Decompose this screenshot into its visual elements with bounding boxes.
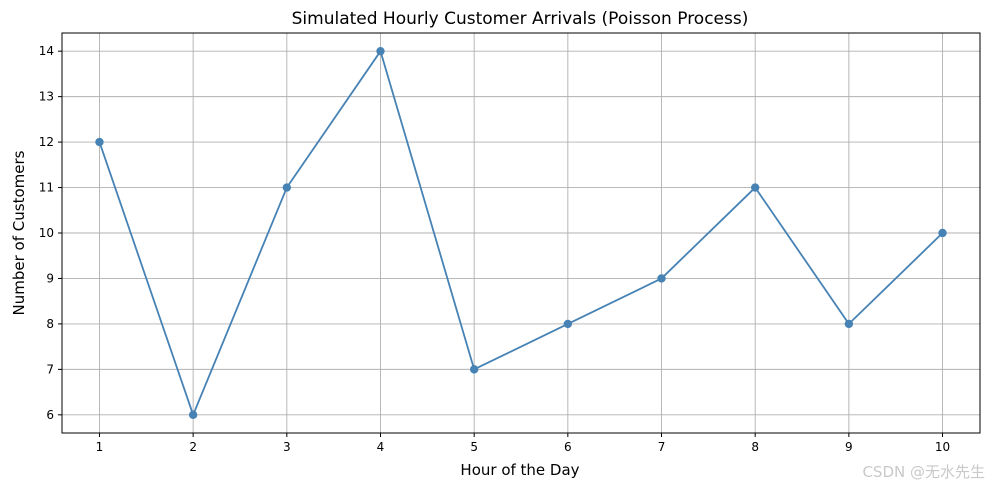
horizontal-gridlines [62, 50, 980, 416]
y-tick-label: 6 [46, 408, 54, 422]
y-tick-label: 14 [39, 44, 54, 58]
y-axis-title: Number of Customers [10, 150, 28, 315]
data-point [188, 410, 198, 420]
y-axis-ticks: 6 7 8 9 10 11 12 13 14 [39, 44, 62, 422]
chart-title: Simulated Hourly Customer Arrivals (Pois… [292, 9, 749, 29]
x-tick-label: 5 [470, 440, 478, 454]
series-layer [95, 46, 947, 420]
y-tick-label: 13 [39, 90, 54, 104]
data-point [282, 183, 292, 192]
x-axis-ticks: 1 2 3 4 5 6 7 8 9 10 [96, 433, 950, 454]
x-tick-label: 9 [845, 440, 853, 454]
data-point [750, 183, 760, 192]
x-axis-title: Hour of the Day [460, 461, 579, 479]
x-tick-label: 6 [564, 440, 572, 454]
y-tick-label: 10 [39, 226, 54, 240]
x-tick-label: 8 [751, 440, 759, 454]
y-tick-label: 9 [46, 271, 54, 285]
x-tick-label: 7 [658, 440, 666, 454]
x-tick-label: 2 [189, 440, 197, 454]
data-point [844, 319, 854, 329]
series-line [98, 50, 944, 416]
y-tick-label: 7 [46, 362, 54, 376]
y-tick-label: 8 [46, 317, 54, 331]
x-tick-label: 3 [283, 440, 291, 454]
watermark: CSDN @无水先生 [862, 463, 985, 481]
data-point [376, 46, 385, 56]
data-point [95, 137, 104, 147]
data-point [938, 228, 947, 238]
x-tick-label: 4 [377, 440, 385, 454]
x-tick-label: 10 [935, 440, 950, 454]
x-tick-label: 1 [96, 440, 104, 454]
y-tick-label: 12 [39, 135, 54, 149]
y-tick-label: 11 [39, 181, 54, 195]
data-point [469, 365, 479, 374]
data-point [657, 274, 666, 283]
data-point [563, 319, 573, 329]
